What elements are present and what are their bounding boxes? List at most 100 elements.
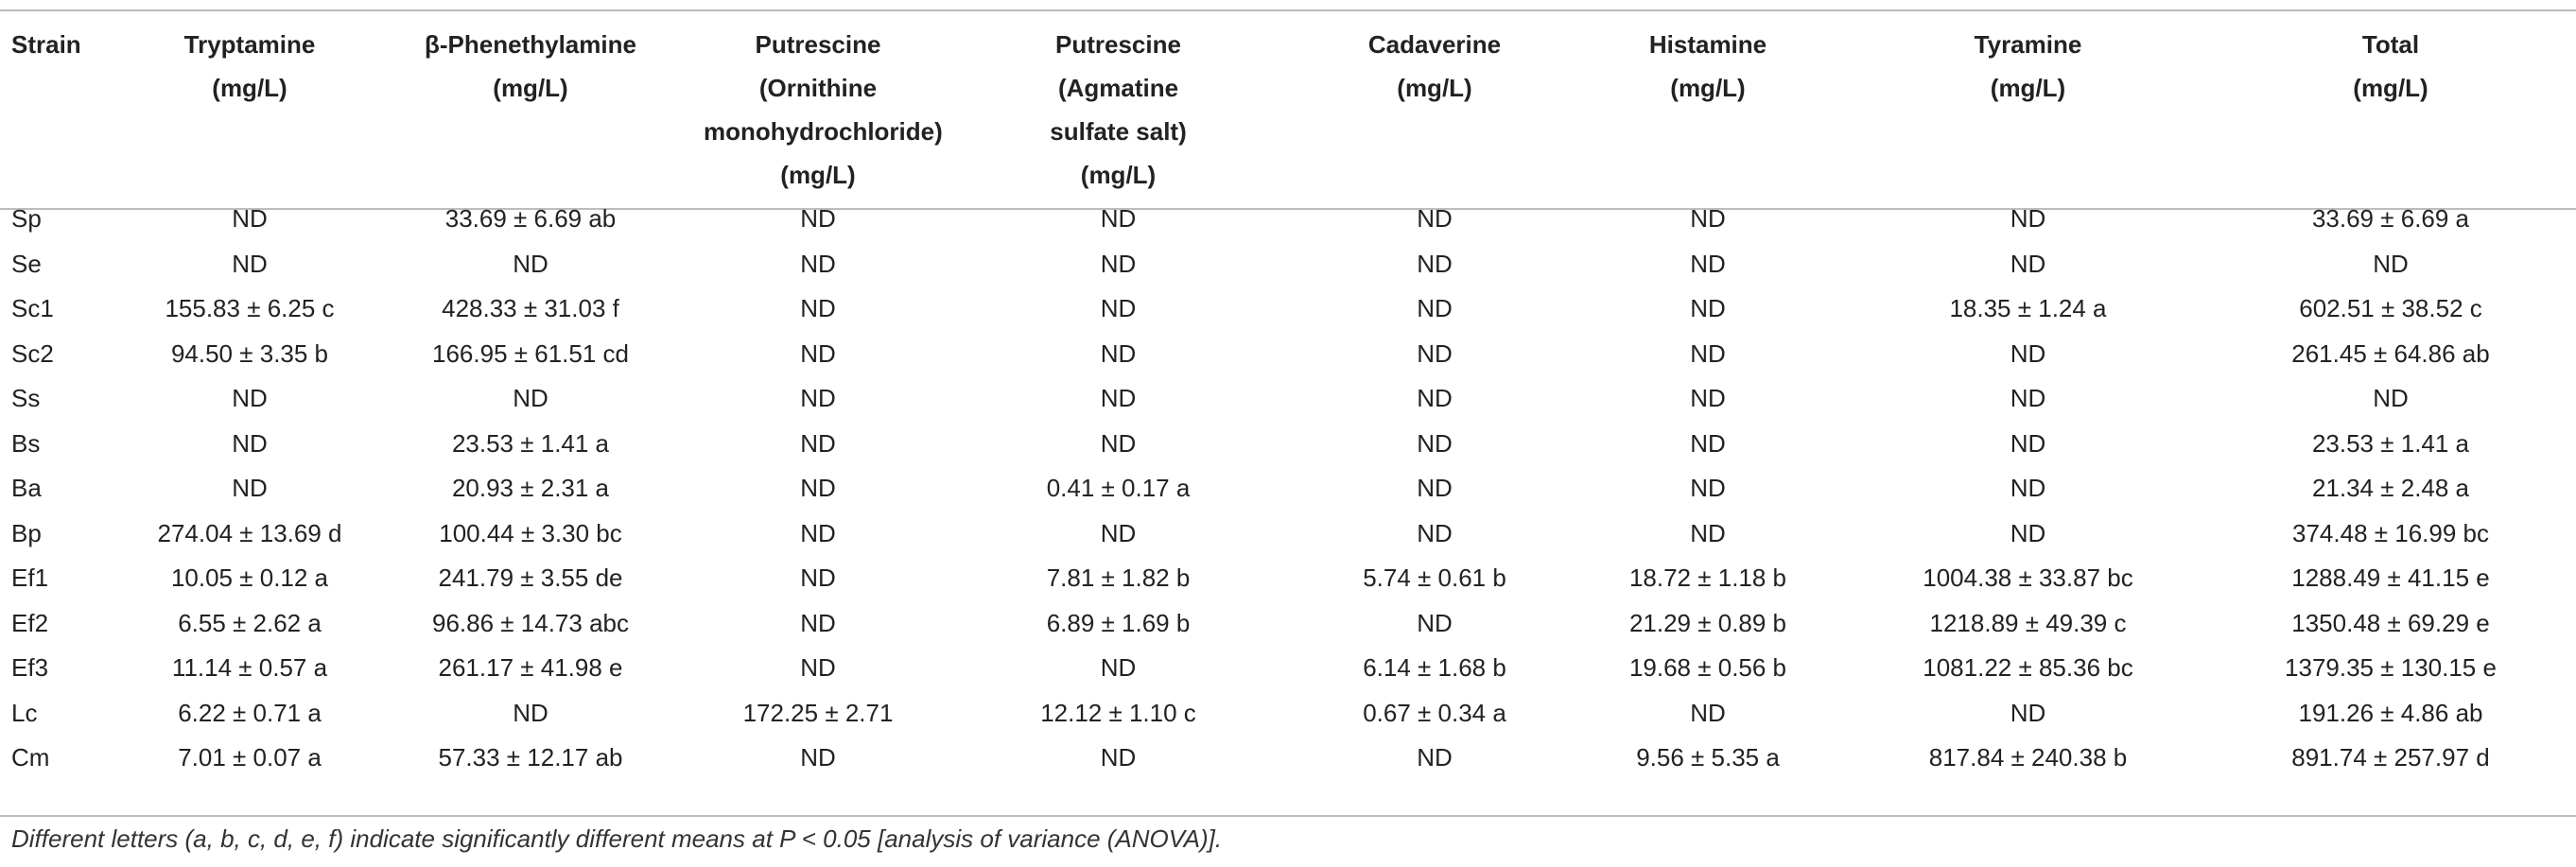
value-cell: 21.29 ± 0.89 b [1628,608,1787,637]
value-cell: ND [1690,428,1726,458]
value-cell: 0.67 ± 0.34 a [1363,698,1506,727]
table-body: Sp ND 33.69 ± 6.69 ab ND ND ND ND ND 33.69 ± 6.6… [0,197,2576,781]
value-cell: ND [2010,249,2046,278]
value-cell: ND [800,428,836,458]
value-cell: ND [513,249,548,278]
value-cell: 21.34 ± 2.48 a [2311,474,2470,502]
table-bottom-rule [0,815,2576,817]
column-header: Total (mg/L) [2205,11,2576,197]
value-cell: ND [800,653,836,682]
column-header-line: Putrescine [1055,30,1181,59]
strain-cell: Bs [11,428,41,458]
strain-cell: Cm [11,743,50,772]
value-cell: 155.83 ± 6.25 c [165,294,335,322]
value-cell: ND [1100,428,1137,458]
table-row: Ef2 6.55 ± 2.62 a 96.86 ± 14.73 abc ND 6.89 … [0,601,2576,647]
value-cell: 6.14 ± 1.68 b [1363,653,1506,682]
value-cell: 891.74 ± 257.97 d [2291,743,2490,772]
value-cell: ND [1690,294,1726,322]
table-header-row: Strain Tryptamine (mg/L) β-Phenethylamine (m… [0,11,2576,197]
value-cell: ND [232,249,268,278]
value-cell: 602.51 ± 38.52 c [2299,294,2482,322]
column-header-line: Strain [11,30,81,59]
value-cell: 6.22 ± 0.71 a [178,698,322,727]
column-header-line: Histamine [1648,30,1767,59]
value-cell: 191.26 ± 4.86 ab [2298,698,2483,727]
column-header: Cadaverine (mg/L) [1304,11,1565,197]
table-row: Ba ND 20.93 ± 2.31 a ND 0.41 ± 0.17 a ND ND ND 2… [0,466,2576,512]
biogenic-amines-table: Strain Tryptamine (mg/L) β-Phenethylamine (m… [0,11,2576,781]
value-cell: ND [1417,294,1453,322]
value-cell: ND [2373,384,2409,412]
value-cell: 18.35 ± 1.24 a [1949,294,2107,322]
value-cell: ND [1690,518,1726,547]
table-row: Sc1 155.83 ± 6.25 c 428.33 ± 31.03 f ND ND ND… [0,286,2576,332]
strain-cell: Sc1 [11,294,54,322]
value-cell: ND [2010,428,2046,458]
column-header-line: Putrescine [755,30,881,59]
column-header-line: Tyramine [1974,30,2082,59]
value-cell: 23.53 ± 1.41 a [2311,428,2470,458]
value-cell: 428.33 ± 31.03 f [442,294,619,322]
value-cell: 23.53 ± 1.41 a [451,428,610,458]
column-header-line: (mg/L) [212,74,287,102]
value-cell: ND [1417,608,1453,637]
column-header: Histamine (mg/L) [1565,11,1851,197]
column-header-line: Tryptamine [183,30,316,59]
value-cell: 18.72 ± 1.18 b [1628,564,1787,592]
value-cell: ND [1417,518,1453,547]
value-cell: ND [2010,698,2046,727]
value-cell: ND [1417,743,1453,772]
value-cell: ND [1417,204,1453,233]
value-cell: 274.04 ± 13.69 d [157,518,342,547]
value-cell: 94.50 ± 3.35 b [170,338,329,368]
strain-cell: Lc [11,698,38,727]
value-cell: 96.86 ± 14.73 abc [432,608,629,637]
value-cell: 1350.48 ± 69.29 e [2291,608,2490,637]
column-header: β-Phenethylamine (mg/L) [357,11,704,197]
value-cell: ND [2010,384,2046,412]
value-cell: 1004.38 ± 33.87 bc [1923,564,2133,592]
value-cell: 100.44 ± 3.30 bc [439,518,622,547]
column-header: Putrescine (Agmatine sulfate salt) (mg/L) [932,11,1304,197]
value-cell: ND [800,608,836,637]
value-cell: 374.48 ± 16.99 bc [2292,518,2489,547]
value-cell: 1379.35 ± 130.15 e [2285,653,2497,682]
value-cell: 0.41 ± 0.17 a [1046,474,1191,502]
value-cell: ND [1690,698,1726,727]
value-cell: ND [2010,474,2046,502]
column-header: Strain [0,11,142,197]
value-cell: ND [1690,338,1726,368]
value-cell: 1081.22 ± 85.36 bc [1923,653,2133,682]
value-cell: ND [800,294,836,322]
table-footnote: Different letters (a, b, c, d, e, f) ind… [11,824,1223,853]
strain-cell: Ef1 [11,564,49,592]
table-row: Ss ND ND ND ND ND ND ND ND [0,376,2576,422]
column-header-line: (mg/L) [780,161,856,189]
value-cell: ND [2010,338,2046,368]
table-row: Sp ND 33.69 ± 6.69 ab ND ND ND ND ND 33.69 ± 6.6… [0,197,2576,242]
value-cell: ND [800,564,836,592]
value-cell: 241.79 ± 3.55 de [438,564,623,592]
table-row: Sc2 94.50 ± 3.35 b 166.95 ± 61.51 cd ND ND ND… [0,332,2576,377]
value-cell: ND [232,474,268,502]
column-header: Putrescine (Ornithine monohydrochloride) (m… [704,11,943,197]
value-cell: 5.74 ± 0.61 b [1363,564,1506,592]
value-cell: ND [1100,204,1137,233]
value-cell: ND [1100,338,1137,368]
value-cell: ND [1417,338,1453,368]
value-cell: ND [1417,384,1453,412]
value-cell: ND [1690,384,1726,412]
value-cell: 19.68 ± 0.56 b [1628,653,1787,682]
value-cell: ND [1690,204,1726,233]
column-header: Tyramine (mg/L) [1851,11,2205,197]
column-header-line: (mg/L) [1990,74,2066,102]
value-cell: 166.95 ± 61.51 cd [432,338,629,368]
value-cell: ND [800,474,836,502]
value-cell: ND [1417,428,1453,458]
value-cell: 7.01 ± 0.07 a [178,743,322,772]
table-row: Bp 274.04 ± 13.69 d 100.44 ± 3.30 bc ND ND ND… [0,512,2576,557]
value-cell: ND [800,743,836,772]
column-header-line: Total [2361,30,2420,59]
